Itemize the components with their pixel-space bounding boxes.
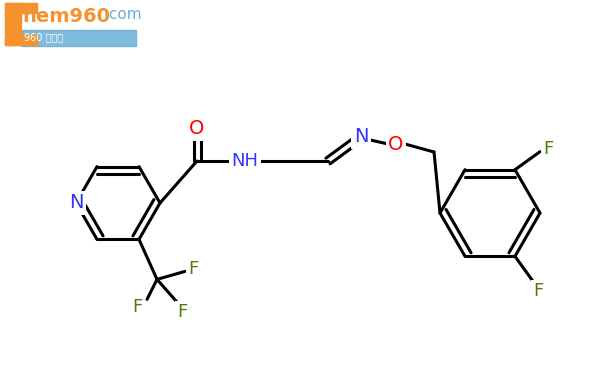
Text: F: F: [543, 140, 553, 158]
Text: F: F: [533, 282, 543, 300]
Text: .com: .com: [104, 7, 142, 22]
Text: hem960: hem960: [22, 7, 110, 26]
Text: N: N: [69, 194, 83, 213]
Bar: [5, 3, 37, 13]
Text: F: F: [132, 298, 142, 316]
Text: NH: NH: [232, 152, 258, 170]
Text: O: O: [388, 135, 404, 153]
Text: N: N: [354, 128, 368, 147]
Bar: [5, 3, 21, 45]
Text: F: F: [188, 260, 198, 278]
Text: O: O: [189, 120, 204, 138]
Text: F: F: [177, 303, 187, 321]
Bar: [5, 35, 37, 45]
Text: 960 化工网: 960 化工网: [24, 32, 63, 42]
Bar: [21, 30, 136, 46]
